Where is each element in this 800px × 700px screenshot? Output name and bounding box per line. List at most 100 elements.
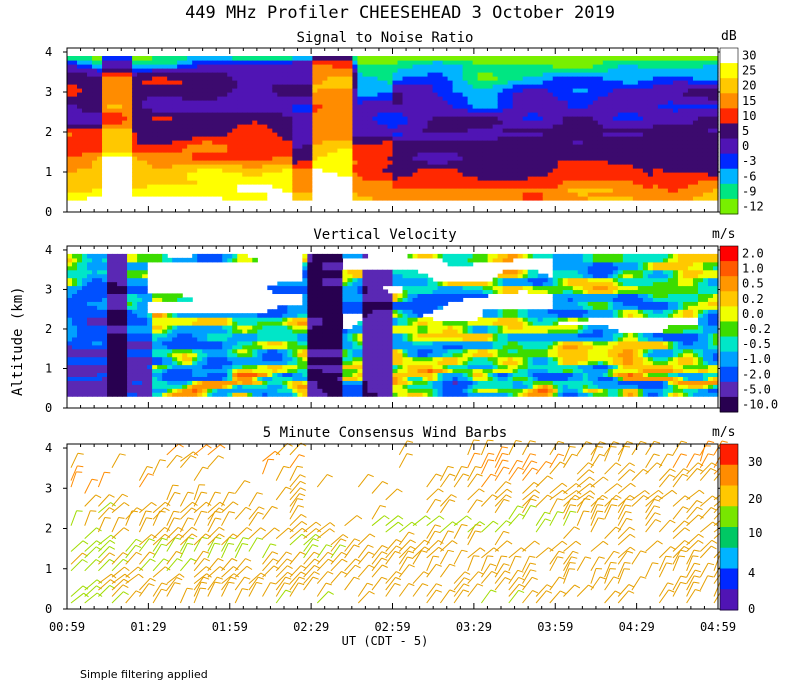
snr-cell: [137, 136, 143, 141]
snr-cell: [332, 140, 339, 145]
snr-cell: [532, 80, 539, 85]
snr-cell: [277, 116, 283, 121]
snr-cell: [657, 184, 664, 189]
snr-cell: [187, 148, 193, 153]
snr-cell: [707, 184, 714, 189]
snr-cell: [257, 180, 263, 185]
snr-cell: [692, 148, 699, 153]
snr-cell: [152, 80, 158, 85]
snr-cell: [252, 132, 258, 137]
snr-cell: [647, 156, 654, 161]
snr-cell: [457, 176, 464, 181]
snr-cell: [712, 96, 719, 101]
snr-cell: [87, 196, 93, 201]
snr-cell: [677, 104, 684, 109]
snr-cell: [122, 136, 128, 141]
snr-cell: [527, 60, 534, 65]
snr-cell: [237, 108, 243, 113]
snr-cell: [272, 100, 278, 105]
snr-cell: [602, 84, 609, 89]
snr-cell: [222, 108, 228, 113]
snr-cell: [107, 96, 113, 101]
snr-cell: [367, 152, 374, 157]
velocity-cell: [82, 344, 88, 350]
snr-cell: [322, 116, 328, 121]
snr-cell: [562, 184, 569, 189]
snr-cell: [662, 108, 669, 113]
snr-cell: [657, 64, 664, 69]
snr-cell: [307, 68, 313, 73]
snr-cell: [137, 112, 143, 117]
snr-cell: [212, 140, 218, 145]
snr-cell: [132, 92, 138, 97]
snr-cell: [172, 124, 178, 129]
snr-cell: [457, 56, 464, 61]
snr-cell: [417, 176, 424, 181]
velocity-cell: [72, 309, 78, 314]
snr-cell: [202, 120, 208, 125]
snr-cell: [297, 140, 303, 145]
snr-cell: [687, 168, 694, 173]
snr-cell: [197, 84, 203, 89]
snr-cell: [142, 120, 148, 125]
snr-cell: [202, 72, 208, 77]
snr-cell: [442, 196, 449, 201]
snr-cell: [497, 84, 504, 89]
snr-cell: [362, 196, 369, 201]
snr-cell: [487, 168, 494, 173]
snr-cell: [267, 56, 273, 61]
snr-cell: [652, 68, 659, 73]
snr-cell: [302, 176, 308, 181]
snr-cell: [672, 172, 679, 177]
snr-cell: [232, 172, 238, 177]
snr-cell: [462, 184, 469, 189]
snr-cell: [302, 180, 308, 185]
snr-cell: [687, 176, 694, 181]
snr-cell: [712, 136, 719, 141]
velocity-cell: [72, 285, 78, 291]
snr-cell: [417, 92, 424, 97]
velocity-cell: [87, 332, 93, 338]
snr-cell: [652, 76, 659, 81]
snr-cell: [182, 76, 188, 81]
snr-cell: [257, 64, 263, 69]
snr-cell: [257, 128, 263, 133]
snr-cell: [142, 156, 148, 161]
snr-cell: [602, 120, 609, 125]
snr-cell: [82, 128, 88, 133]
snr-cell: [287, 124, 293, 129]
velocity-cell: [77, 364, 83, 370]
snr-cell: [427, 132, 434, 137]
snr-cell: [412, 160, 419, 165]
snr-cell: [242, 68, 248, 73]
snr-cell: [512, 148, 519, 153]
snr-cell: [617, 72, 624, 77]
snr-cell: [87, 172, 93, 177]
velocity-cell: [92, 325, 98, 330]
snr-cell: [337, 160, 344, 165]
snr-cell: [712, 100, 719, 105]
snr-cell: [242, 124, 248, 129]
snr-cell: [302, 136, 308, 141]
snr-cell: [142, 112, 148, 117]
snr-cell: [712, 64, 719, 69]
velocity-cell: [87, 376, 93, 381]
snr-cell: [297, 104, 303, 109]
snr-cell: [167, 132, 173, 137]
snr-cell: [572, 136, 579, 141]
snr-cell: [327, 128, 334, 133]
snr-cell: [312, 176, 318, 181]
snr-cell: [457, 184, 464, 189]
snr-cell: [92, 180, 98, 185]
snr-cell: [142, 60, 148, 65]
snr-cell: [197, 56, 203, 61]
snr-cell: [272, 128, 278, 133]
snr-cell: [392, 60, 399, 65]
snr-cell: [407, 80, 414, 85]
snr-cell: [397, 96, 404, 101]
snr-cell: [177, 120, 183, 125]
snr-cell: [432, 176, 439, 181]
snr-cell: [537, 128, 544, 133]
velocity-cell: [92, 257, 98, 263]
velocity-cell: [77, 261, 83, 267]
